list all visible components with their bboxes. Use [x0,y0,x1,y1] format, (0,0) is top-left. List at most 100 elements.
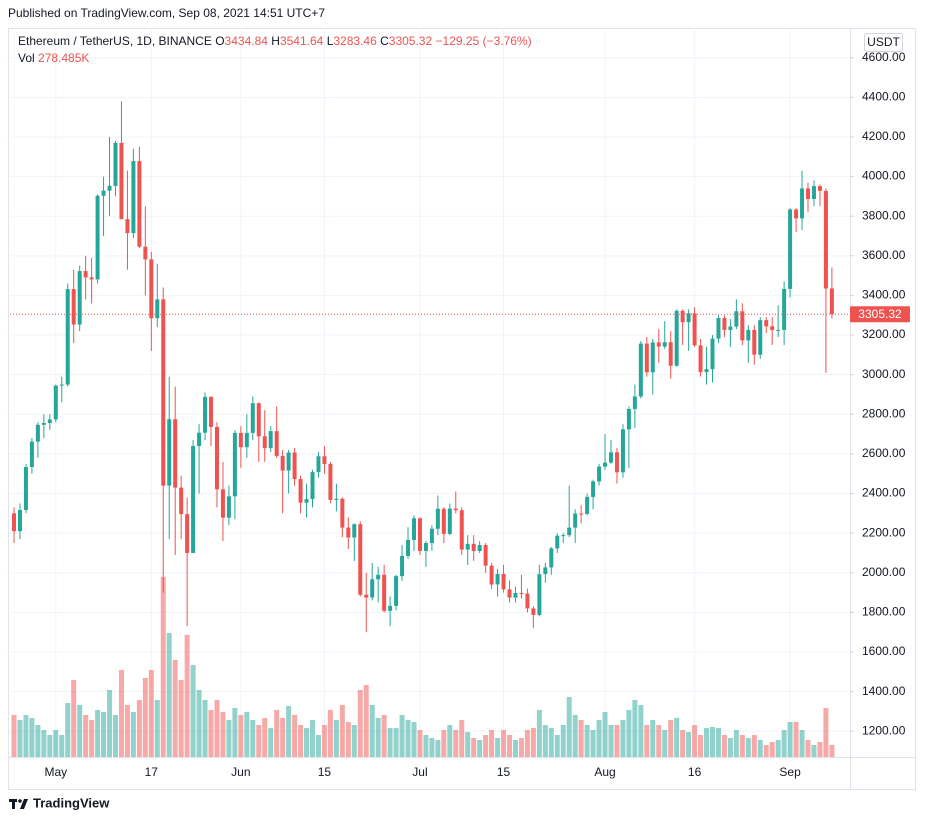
symbol-title: Ethereum / TetherUS, 1D, BINANCE [18,34,212,48]
candle-body [220,489,225,518]
volume-legend: Vol 278.485K [18,51,89,65]
candle-body [435,508,440,529]
volume-bar [232,707,238,757]
y-tick-label: 3400.00 [862,288,906,302]
x-tick-label: 17 [145,765,159,779]
volume-bar [423,734,429,757]
candle-body [626,408,631,430]
volume-bar [745,737,751,757]
candle-body [441,508,446,534]
volume-bar [775,739,781,757]
candle-body [167,419,172,486]
volume-bar [602,711,608,757]
y-tick-label: 3000.00 [862,367,906,381]
candle-body [680,310,685,323]
volume-bar [727,737,733,757]
candle-body [811,186,816,199]
candle-body [567,527,572,536]
volume-bar [154,699,160,757]
volume-bar [441,729,447,757]
volume-bar [315,734,321,757]
legend-key: H [271,34,280,48]
legend-key: O [215,34,224,48]
x-tick-label: Jul [412,765,427,779]
volume-bar [757,739,763,757]
volume-bar [363,684,369,757]
candle-body [358,524,363,595]
volume-bar [190,664,196,757]
candle-body [179,487,184,515]
candle-body [47,419,52,424]
volume-bar [429,737,435,757]
volume-bar [83,714,89,757]
candle-body [740,311,745,341]
candle-body [489,565,494,585]
candle-body [29,441,34,467]
volume-bar [518,737,524,757]
candle-body [298,479,303,503]
candle-body [316,456,321,473]
candle-body [238,432,243,448]
volume-bar [393,727,399,757]
volume-bar [399,714,405,757]
volume-bar [387,727,393,757]
volume-bar [369,704,375,757]
volume-bar [357,689,363,757]
candle-body [292,452,297,480]
x-tick-label: Jun [231,765,250,779]
volume-bar [739,734,745,757]
volume-bar [632,699,638,757]
volume-name: Vol [18,51,35,65]
candle-body [394,576,399,606]
legend-value: 3541.64 [280,34,324,48]
candle-body [191,445,196,553]
candle-body [262,436,267,449]
legend-key: L [327,34,334,48]
legend-value: 3434.84 [225,34,269,48]
candle-body [226,496,231,518]
volume-bar [280,717,286,757]
volume-bar [829,744,835,757]
volume-bar [471,737,477,757]
y-tick-label: 3800.00 [862,208,906,222]
candle-body [465,543,470,550]
volume-bar [733,729,739,757]
legend-value: 3305.32 [389,34,433,48]
candle-body [614,452,619,473]
candle-body [340,498,345,528]
x-tick-label: Aug [594,765,615,779]
legend-value: 3283.46 [333,34,377,48]
volume-bar [47,734,53,757]
y-tick-label: 1800.00 [862,605,906,619]
candle-body [95,195,100,280]
volume-bar [196,689,202,757]
candle-body [388,605,393,611]
candle-body [501,573,506,590]
x-tick-label: 15 [318,765,332,779]
volume-bar [262,717,268,757]
volume-bar [381,714,387,757]
candle-body [471,543,476,551]
volume-bar [507,734,513,757]
volume-bar [17,719,23,757]
last-price-box [850,306,910,323]
candle-body [817,186,822,191]
y-tick-label: 2000.00 [862,565,906,579]
candle-body [644,343,649,373]
candle-body [447,508,452,534]
candle-body [334,498,339,500]
volume-bar [405,719,411,757]
volume-bar [512,739,518,757]
candle-body [71,289,76,325]
y-tick-label: 2600.00 [862,446,906,460]
y-tick-label: 4000.00 [862,169,906,183]
candle-body [537,574,542,615]
candle-body [268,431,273,449]
volume-bar [811,744,817,757]
candle-body [597,466,602,482]
y-tick-label: 4600.00 [862,50,906,64]
currency-button[interactable] [864,33,903,52]
grid [10,28,850,757]
volume-bar [704,727,710,757]
candle-body [549,548,554,568]
